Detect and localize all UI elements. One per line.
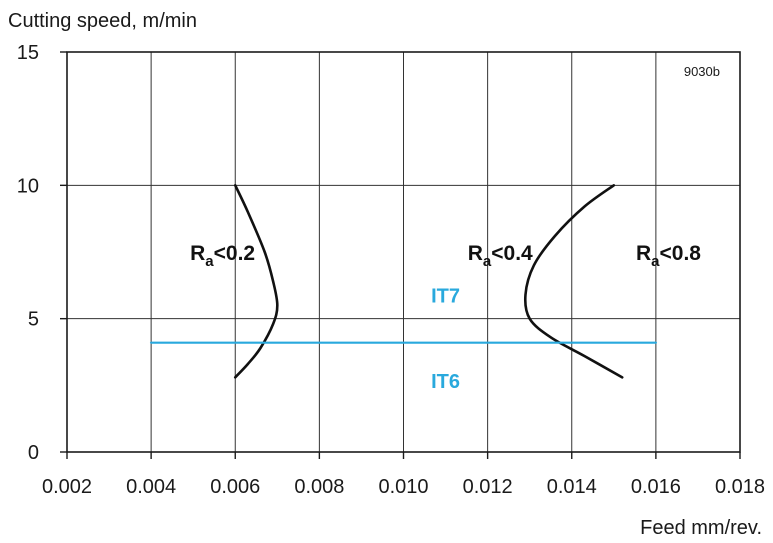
x-tick-label: 0.006	[210, 476, 260, 498]
x-tick-label: 0.018	[715, 476, 765, 498]
x-tick-label: 0.010	[378, 476, 428, 498]
y-axis-label: Cutting speed, m/min	[8, 10, 197, 32]
x-tick-label: 0.012	[463, 476, 513, 498]
figure-code: 9030b	[684, 64, 720, 79]
ra-boundary-curve-1	[233, 184, 279, 379]
y-tick-label: 10	[17, 175, 39, 197]
axis-ticks: 0.002 0.004 0.006 0.008 0.010 0.012 0.014 0.016…	[17, 42, 765, 498]
y-tick-label: 0	[28, 442, 39, 464]
ra-boundary-curve-2	[523, 184, 624, 379]
grid	[67, 52, 740, 452]
x-tick-label: 0.008	[294, 476, 344, 498]
series-lines	[150, 184, 657, 379]
x-tick-label: 0.014	[547, 476, 597, 498]
tolerance-label: IT7	[431, 286, 460, 308]
y-tick-label: 15	[17, 42, 39, 64]
roughness-label: Ra<0.4	[468, 242, 533, 270]
tolerance-label: IT6	[431, 371, 460, 393]
x-axis-label: Feed mm/rev.	[640, 517, 762, 539]
y-tick-label: 5	[28, 309, 39, 331]
roughness-label: Ra<0.2	[190, 242, 255, 270]
roughness-label: Ra<0.8	[636, 242, 701, 270]
x-tick-label: 0.004	[126, 476, 176, 498]
x-tick-label: 0.002	[42, 476, 92, 498]
annotations: Ra<0.2 Ra<0.4 Ra<0.8 IT7 IT6	[190, 242, 701, 393]
x-tick-label: 0.016	[631, 476, 681, 498]
